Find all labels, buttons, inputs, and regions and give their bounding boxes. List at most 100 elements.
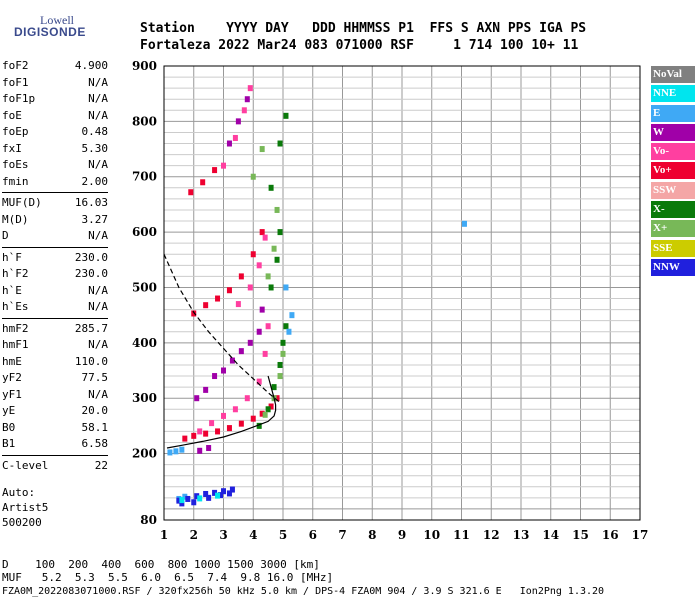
x-tick-label: 7 — [338, 528, 346, 542]
param-value: 5.30 — [81, 141, 109, 155]
echo-point — [262, 350, 268, 357]
param-name: yF2 — [2, 371, 22, 384]
param-row: foEs N/A — [2, 157, 108, 174]
echo-point — [268, 184, 274, 191]
param-value: 22 — [94, 458, 108, 472]
footer-muf-row: MUF 5.2 5.3 5.5 6.0 6.5 7.4 9.8 16.0 [MH… — [2, 571, 334, 584]
y-tick-label: 500 — [132, 280, 157, 294]
echo-point — [256, 328, 262, 335]
x-tick-label: 2 — [190, 528, 198, 542]
param-row: fmin 2.00 — [2, 174, 108, 191]
param-row: B0 58.1 — [2, 420, 108, 437]
y-tick-label: 700 — [132, 170, 157, 184]
echo-point — [247, 339, 253, 346]
echo-point — [277, 229, 283, 236]
param-separator — [2, 454, 108, 456]
y-tick-label: 600 — [132, 225, 157, 239]
header-line-1: Station YYYY DAY DDD HHMMSS P1 FFS S AXN… — [140, 21, 587, 36]
param-name: foEp — [2, 125, 29, 138]
echo-point — [191, 499, 197, 506]
param-name: C-level — [2, 458, 49, 472]
param-name: h`E — [2, 283, 22, 297]
echo-point — [271, 245, 277, 252]
chart-grid — [164, 66, 640, 520]
echo-point — [226, 140, 232, 147]
echo-point — [206, 445, 212, 452]
param-value: 3.27 — [81, 212, 109, 226]
plot-frame — [163, 65, 641, 521]
x-tick-label: 16 — [602, 528, 619, 542]
param-row: foEp 0.48 — [2, 124, 108, 141]
echo-point — [283, 323, 289, 330]
param-row: B1 6.58 — [2, 436, 108, 453]
legend-item: NNE — [651, 85, 695, 103]
echo-point — [256, 422, 262, 429]
echo-point — [194, 395, 200, 402]
x-tick-label: 10 — [423, 528, 440, 542]
param-value: N/A — [88, 108, 108, 122]
param-value: N/A — [88, 338, 108, 351]
echo-point — [221, 412, 226, 419]
echo-point — [265, 273, 271, 280]
echo-point — [238, 420, 244, 427]
x-tick-label: 6 — [309, 528, 317, 542]
echo-point — [197, 447, 203, 454]
x-tick-label: 1 — [160, 528, 168, 542]
param-row: MUF(D) 16.03 — [2, 195, 108, 212]
echo-point — [176, 497, 182, 504]
echo-point — [203, 430, 209, 437]
echo-point — [259, 146, 265, 153]
echo-point — [259, 229, 265, 236]
param-name: h`F2 — [2, 267, 29, 280]
legend-item: E — [651, 104, 695, 122]
param-row: C-level 22 — [2, 458, 108, 475]
param-name: foF2 — [2, 59, 29, 72]
echo-point — [238, 273, 244, 280]
chart-marks — [167, 85, 467, 507]
echo-point — [283, 112, 289, 119]
legend-item: X- — [651, 201, 695, 219]
param-row: h`F2 230.0 — [2, 266, 108, 283]
echo-point — [235, 301, 241, 308]
legend-item: X+ — [651, 220, 695, 238]
param-name: hmE — [2, 354, 22, 368]
echo-point — [229, 486, 235, 493]
y-tick-label: 900 — [132, 59, 157, 73]
param-row: hmF1 N/A — [2, 337, 108, 354]
param-name: hmF1 — [2, 338, 29, 351]
echo-point — [247, 85, 253, 92]
echo-point — [221, 162, 226, 169]
echo-point — [221, 488, 226, 495]
x-tick-label: 8 — [368, 528, 376, 542]
param-value: 285.7 — [74, 321, 108, 335]
footer-d-row: D 100 200 400 600 800 1000 1500 3000 [km… — [2, 558, 320, 571]
param-name: h`Es — [2, 300, 29, 313]
echo-point — [247, 284, 253, 291]
x-tick-label: 17 — [632, 528, 649, 542]
echo-point — [179, 500, 185, 507]
param-value: 2.00 — [81, 174, 109, 188]
param-name: MUF(D) — [2, 196, 42, 209]
x-tick-label: 4 — [249, 528, 257, 542]
auto-label: Auto: — [2, 486, 36, 499]
echo-point — [277, 373, 283, 380]
echo-point — [182, 435, 188, 442]
echo-point — [274, 256, 280, 263]
x-tick-label: 5 — [279, 528, 287, 542]
echo-point — [268, 284, 274, 291]
param-value: 4.900 — [74, 59, 108, 72]
echo-point — [194, 493, 200, 500]
echo-point — [262, 411, 268, 418]
echo-point — [188, 189, 194, 196]
param-row: hmF2 285.7 — [2, 321, 108, 338]
param-name: yE — [2, 404, 16, 417]
param-value: N/A — [88, 300, 108, 313]
logo-digisonde: DIGISONDE — [14, 25, 86, 39]
param-value: 0.48 — [81, 125, 109, 138]
param-name: foE — [2, 108, 22, 122]
logo-lowell: Lowell — [40, 13, 74, 27]
param-row: fxI 5.30 — [2, 141, 108, 158]
echo-point — [280, 339, 286, 346]
echo-point — [235, 118, 241, 125]
